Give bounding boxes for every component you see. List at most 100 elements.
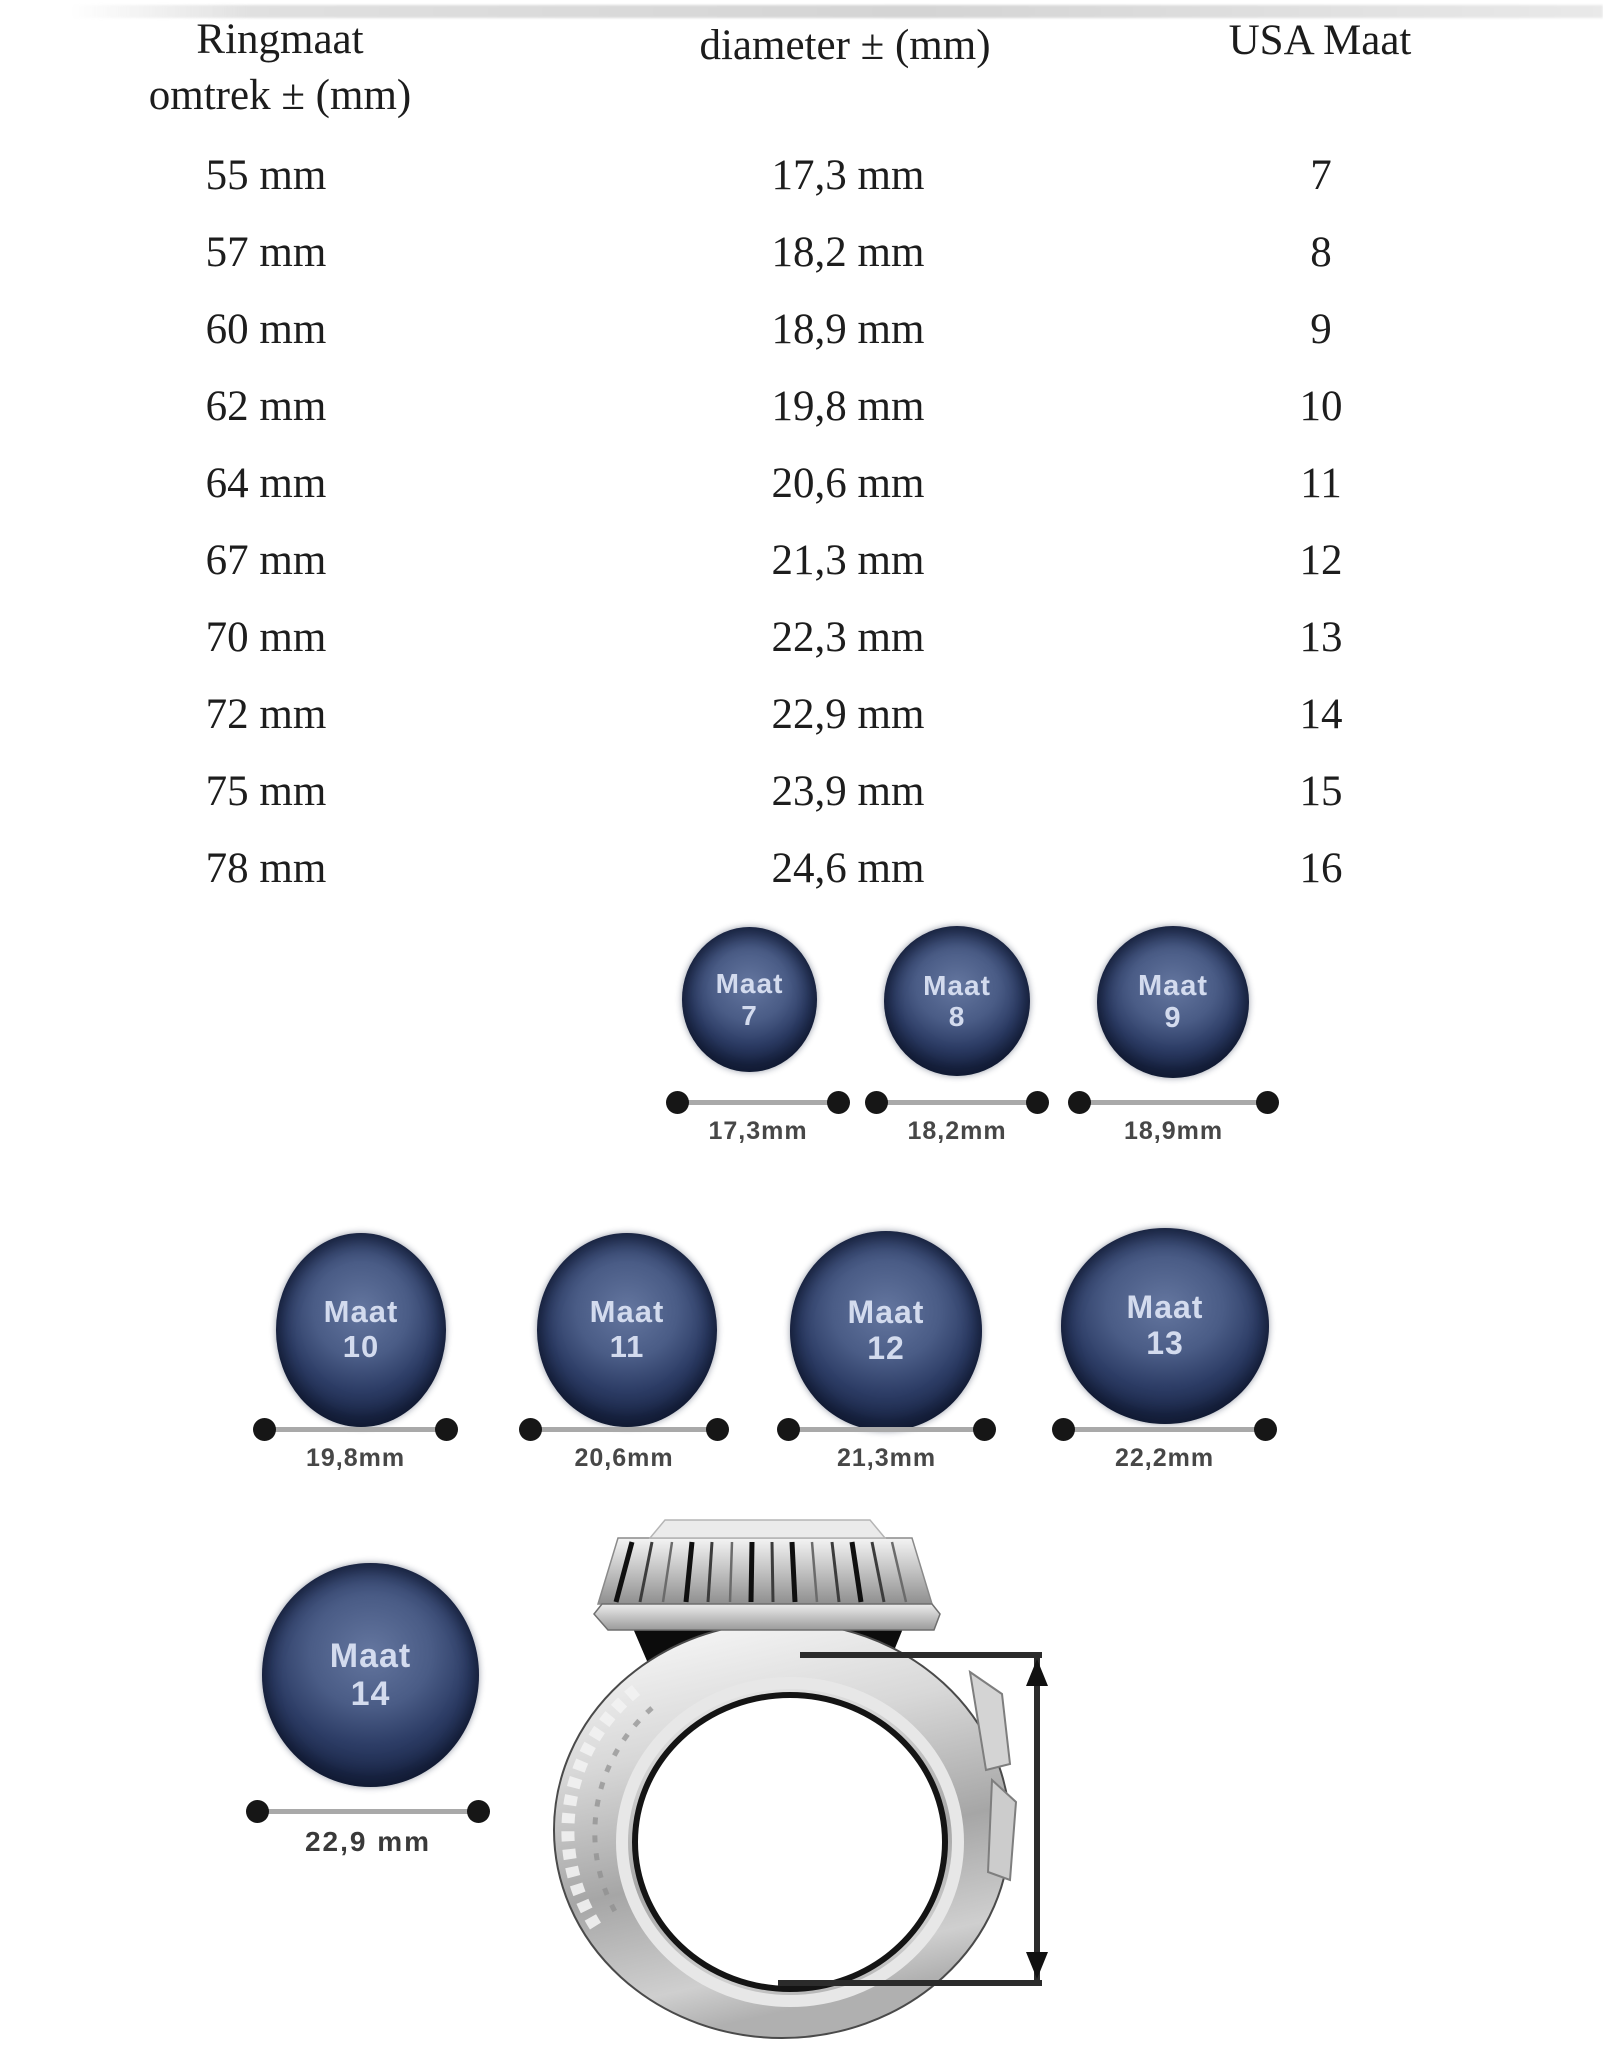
measure-label: 22,9 mm — [304, 1826, 432, 1857]
usa-size-value: 12 — [1299, 537, 1343, 584]
scan-artifact-strip — [70, 5, 1603, 18]
measure-label: 17,3mm — [708, 1117, 808, 1145]
measure-line — [1052, 1418, 1277, 1441]
circle-size: 12 — [867, 1330, 905, 1366]
measure-label: 18,2mm — [907, 1117, 1007, 1145]
size-table: 55 mm 17,3 mm 7 57 mm 18,2 mm 8 60 mm 18… — [0, 137, 1603, 907]
diameter-value: 23,9 mm — [771, 768, 925, 815]
measure-label: 19,8mm — [305, 1444, 406, 1472]
dimension-bracket — [778, 1652, 1048, 1986]
ring-band — [553, 1621, 1018, 2039]
diameter-value: 20,6 mm — [771, 460, 925, 507]
circle-label: Maat — [1126, 1289, 1204, 1326]
usa-size-value: 8 — [1310, 229, 1332, 276]
diameter-value: 24,6 mm — [771, 845, 925, 892]
omtrek-value: 55 mm — [205, 152, 327, 199]
diameter-value: 22,3 mm — [771, 614, 925, 661]
circle-label: Maat — [923, 969, 991, 1001]
circle-size: 8 — [948, 1001, 966, 1032]
usa-size-value: 11 — [1300, 460, 1342, 507]
diameter-value: 18,2 mm — [771, 229, 925, 276]
omtrek-value: 64 mm — [205, 460, 327, 507]
omtrek-value: 62 mm — [205, 383, 327, 430]
diameter-measure-maat-14: 22,9 mm — [246, 1800, 490, 1858]
circle-label: Maat — [329, 1636, 412, 1675]
measure-line — [777, 1418, 996, 1441]
measure-line — [519, 1418, 729, 1441]
omtrek-value: 67 mm — [205, 537, 327, 584]
measure-line — [1068, 1091, 1279, 1114]
diameter-value: 22,9 mm — [771, 691, 925, 738]
table-row: 60 mm 18,9 mm 9 — [0, 291, 1603, 368]
header-line-1: Ringmaat — [196, 16, 364, 63]
table-row: 57 mm 18,2 mm 8 — [0, 214, 1603, 291]
usa-size-value: 15 — [1299, 768, 1343, 815]
omtrek-value: 57 mm — [205, 229, 327, 276]
circle-label: Maat — [1137, 969, 1209, 1002]
circle-size: 7 — [741, 999, 758, 1031]
usa-size-value: 16 — [1299, 845, 1343, 892]
header-line-2: omtrek ± (mm) — [148, 72, 412, 119]
size-circle-maat-12: Maat 12 — [790, 1231, 982, 1431]
column-header-ringmaat: Ringmaat omtrek ± (mm) — [60, 12, 500, 124]
measure-label: 18,9mm — [1123, 1117, 1224, 1145]
measure-label: 22,2mm — [1114, 1444, 1215, 1472]
size-circle-maat-13: Maat 13 — [1061, 1228, 1269, 1424]
circle-size: 11 — [609, 1329, 645, 1364]
size-circle-maat-10: Maat 10 — [276, 1233, 446, 1427]
size-circle-maat-7: Maat 7 — [682, 927, 817, 1072]
usa-size-value: 7 — [1310, 152, 1332, 199]
omtrek-value: 78 mm — [205, 845, 327, 892]
diameter-measure-maat-11: 20,6mm — [519, 1418, 729, 1473]
circle-size: 14 — [350, 1675, 391, 1713]
size-circle-maat-11: Maat 11 — [537, 1233, 717, 1427]
diameter-measure-maat-8: 18,2mm — [865, 1091, 1049, 1146]
diameter-measure-maat-12: 21,3mm — [777, 1418, 996, 1473]
table-row: 72 mm 22,9 mm 14 — [0, 676, 1603, 753]
diameter-measure-maat-13: 22,2mm — [1052, 1418, 1277, 1473]
column-header-usa-maat: USA Maat — [1228, 17, 1412, 64]
circle-label: Maat — [715, 968, 784, 1000]
circle-label: Maat — [589, 1294, 665, 1330]
omtrek-value: 60 mm — [205, 306, 327, 353]
table-row: 55 mm 17,3 mm 7 — [0, 137, 1603, 214]
ring-illustration — [553, 1519, 1048, 2039]
table-row: 62 mm 19,8 mm 10 — [0, 368, 1603, 445]
usa-size-value: 9 — [1310, 306, 1332, 353]
circle-label: Maat — [323, 1294, 399, 1330]
diameter-measure-maat-9: 18,9mm — [1068, 1091, 1279, 1146]
table-row: 64 mm 20,6 mm 11 — [0, 445, 1603, 522]
diameter-value: 19,8 mm — [771, 383, 925, 430]
measure-label: 21,3mm — [836, 1444, 937, 1472]
table-row: 78 mm 24,6 mm 16 — [0, 830, 1603, 907]
circle-size: 9 — [1164, 1002, 1182, 1034]
circle-label: Maat — [847, 1294, 925, 1331]
diameter-value: 17,3 mm — [771, 152, 925, 199]
omtrek-value: 75 mm — [205, 768, 327, 815]
ring-diagram — [540, 1512, 1100, 2048]
ring-crown — [593, 1519, 941, 1631]
usa-size-value: 10 — [1299, 383, 1343, 430]
measure-label: 20,6mm — [574, 1444, 674, 1472]
diameter-measure-maat-10: 19,8mm — [253, 1418, 458, 1473]
usa-size-value: 13 — [1299, 614, 1343, 661]
measure-line — [666, 1091, 850, 1114]
table-row: 67 mm 21,3 mm 12 — [0, 522, 1603, 599]
diameter-value: 18,9 mm — [771, 306, 925, 353]
circle-size: 10 — [342, 1329, 380, 1364]
measure-line — [246, 1800, 490, 1823]
column-header-diameter: diameter ± (mm) — [699, 22, 991, 69]
omtrek-value: 70 mm — [205, 614, 327, 661]
diameter-measure-maat-7: 17,3mm — [666, 1091, 850, 1146]
omtrek-value: 72 mm — [205, 691, 327, 738]
diameter-value: 21,3 mm — [771, 537, 925, 584]
size-circle-maat-8: Maat 8 — [884, 926, 1030, 1076]
measure-line — [865, 1091, 1049, 1114]
size-circle-maat-9: Maat 9 — [1097, 926, 1249, 1078]
table-row: 75 mm 23,9 mm 15 — [0, 753, 1603, 830]
size-circle-maat-14: Maat 14 — [262, 1563, 479, 1787]
circle-size: 13 — [1146, 1325, 1184, 1361]
table-row: 70 mm 22,3 mm 13 — [0, 599, 1603, 676]
usa-size-value: 14 — [1299, 691, 1343, 738]
